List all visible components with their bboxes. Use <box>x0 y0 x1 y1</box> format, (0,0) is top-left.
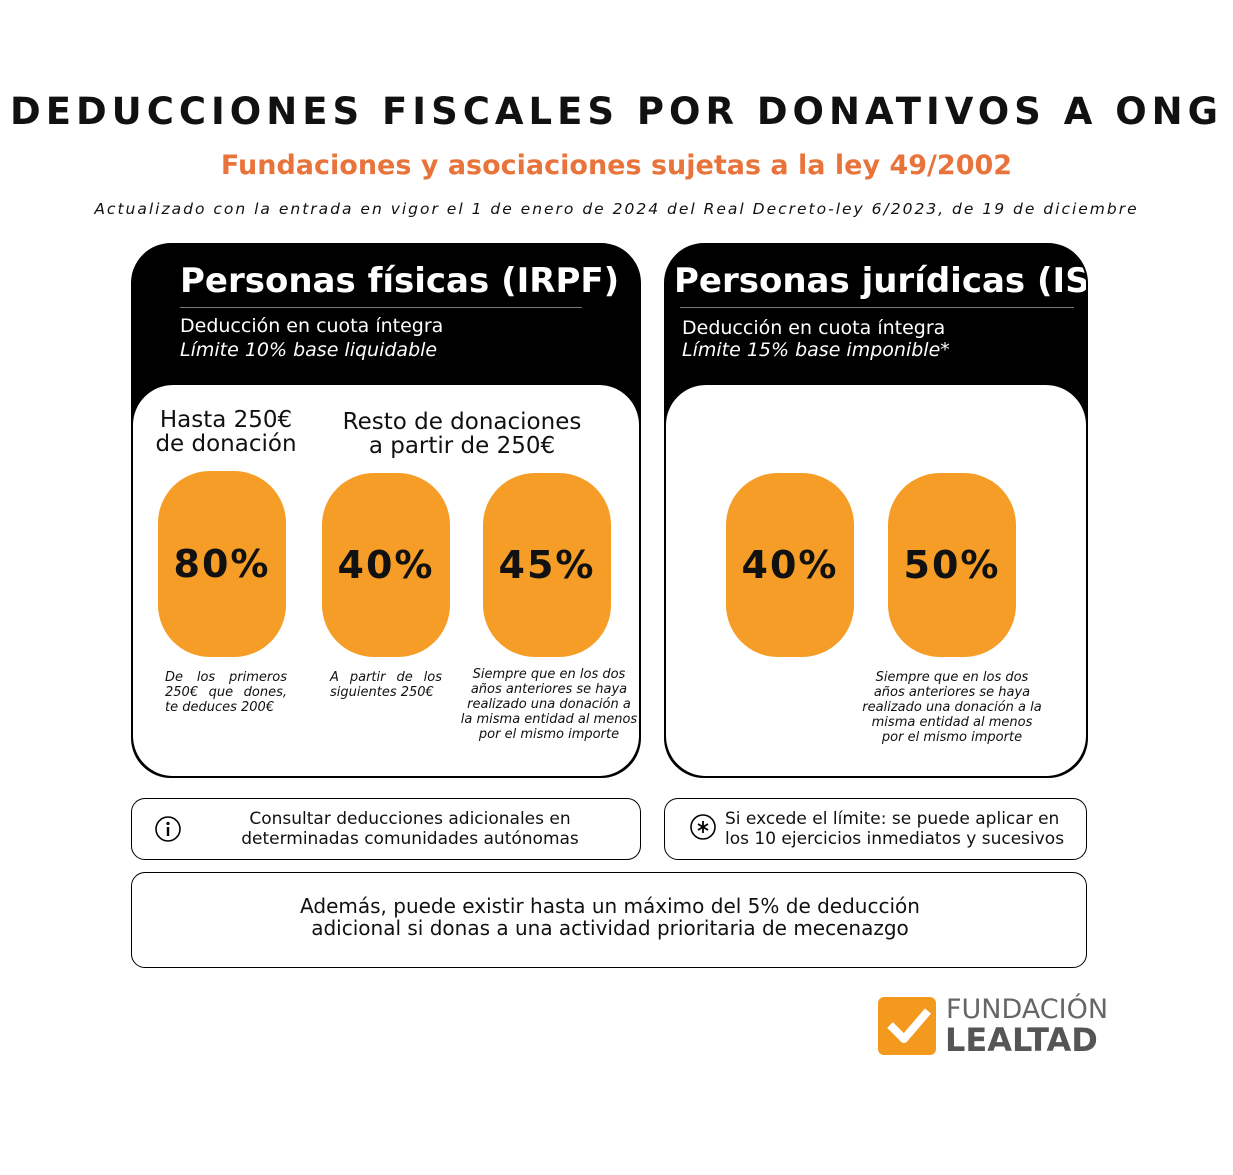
rate: 40% <box>322 473 450 657</box>
panel-line: Límite 15% base imponible* <box>682 339 950 361</box>
rate: 45% <box>483 473 611 657</box>
logo-mark <box>878 997 936 1055</box>
heading-line: Resto de donaciones <box>342 409 582 435</box>
asterisk-icon <box>690 814 716 840</box>
title: DEDUCCIONES FISCALES POR DONATIVOS A ONG <box>9 90 1224 133</box>
subtitle: Fundaciones y asociaciones sujetas a la … <box>220 150 1013 181</box>
info-box: Si excede el límite: se puede aplicar en… <box>664 798 1087 860</box>
info-icon <box>155 816 181 842</box>
update-note: Actualizado con la entrada en vigor el 1… <box>94 200 1139 218</box>
divider <box>680 307 1074 308</box>
panel-companies: Personas jurídicas (IS) Deducción en cuo… <box>664 243 1088 778</box>
panel-title: Personas físicas (IRPF) <box>180 261 620 301</box>
rate-note: A partir de los siguientes 250€ <box>330 670 442 700</box>
heading-line: Hasta 250€ <box>159 407 293 433</box>
rate: 50% <box>888 473 1016 657</box>
panel-line: Deducción en cuota íntegra <box>682 317 946 339</box>
footer-box: Además, puede existir hasta un máximo de… <box>131 872 1087 968</box>
panel-line: Deducción en cuota íntegra <box>180 315 444 337</box>
note-text: Consultar deducciones adicionales en det… <box>241 809 579 849</box>
rate: 40% <box>726 473 854 657</box>
note-text: Si excede el límite: se puede aplicar en… <box>725 809 1065 849</box>
group-heading: Resto de donaciones a partir de 250€ <box>322 410 602 458</box>
footer-text: Además, puede existir hasta un máximo de… <box>300 894 920 940</box>
rate: 80% <box>158 471 286 657</box>
rate-note: Siempre que en los dos años anteriores s… <box>460 667 638 742</box>
heading-line: a partir de 250€ <box>368 433 556 459</box>
panel-line: Límite 10% base liquidable <box>180 339 438 361</box>
group-heading: Hasta 250€ de donación <box>131 408 321 456</box>
panel-title: Personas jurídicas (IS) <box>674 261 1088 301</box>
rate-note: Siempre que en los dos años anteriores s… <box>862 670 1042 745</box>
rate-note: De los primeros 250€ que dones, te deduc… <box>165 670 287 715</box>
logo-text: LEALTAD <box>945 1021 1098 1059</box>
logo-text: FUNDACIÓN <box>946 994 1109 1025</box>
divider <box>180 307 582 308</box>
info-box: Consultar deducciones adicionales en det… <box>131 798 641 860</box>
heading-line: de donación <box>155 431 297 457</box>
